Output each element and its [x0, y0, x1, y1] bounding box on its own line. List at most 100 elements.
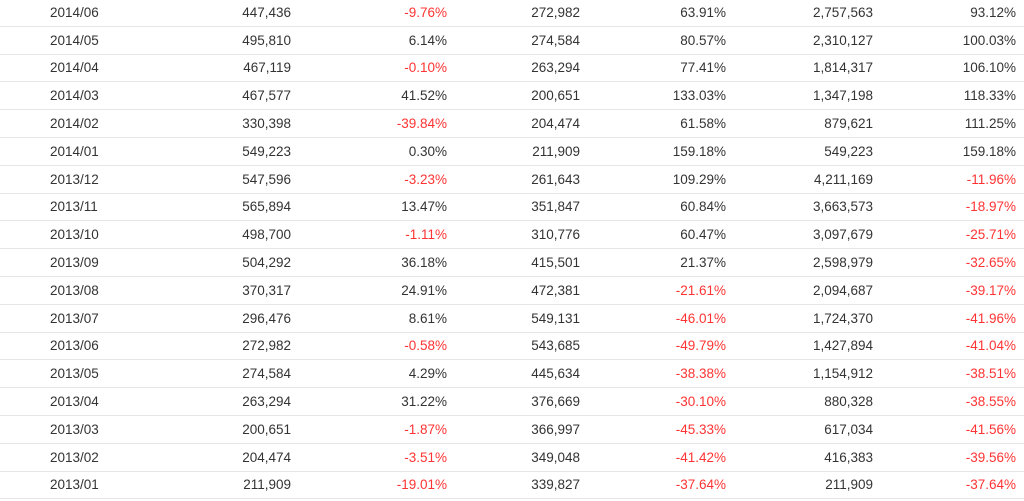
- cumulative-change-cell: -41.96%: [965, 310, 1016, 326]
- prior-value-cell: 366,997: [531, 421, 580, 437]
- value-cell: 211,909: [243, 477, 291, 493]
- prior-change-cell: 133.03%: [672, 88, 726, 104]
- prior-change-cell: 60.84%: [680, 199, 726, 215]
- month-cell: 2013/06: [50, 338, 99, 354]
- prior-change-cell: -21.61%: [675, 282, 726, 298]
- cumulative-change-cell: -38.55%: [965, 394, 1016, 410]
- prior-value-cell: 339,827: [531, 477, 580, 493]
- cumulative-change-cell: 111.25%: [964, 116, 1016, 132]
- prior-change-cell: -49.79%: [675, 338, 726, 354]
- prior-change-cell: -37.64%: [675, 477, 726, 493]
- prior-value-cell: 272,982: [531, 4, 580, 20]
- prior-value-cell: 200,651: [531, 88, 580, 104]
- value-cell: 547,596: [242, 171, 291, 187]
- prior-change-cell: 77.41%: [680, 60, 726, 76]
- prior-change-cell: -46.01%: [675, 310, 726, 326]
- cumulative-cell: 1,154,912: [812, 366, 873, 382]
- prior-value-cell: 549,131: [531, 310, 580, 326]
- prior-change-cell: 60.47%: [680, 227, 726, 243]
- table-row: 2013/08 370,317 24.91% 472,381 -21.61% 2,094,…: [0, 277, 1024, 305]
- table-row: 2014/03 467,577 41.52% 200,651 133.03% 1,347,…: [0, 82, 1024, 111]
- month-cell: 2013/08: [50, 282, 99, 298]
- prior-value-cell: 349,048: [531, 449, 580, 465]
- table-row: 2013/07 296,476 8.61% 549,131 -46.01% 1,724,3…: [0, 305, 1024, 333]
- change-cell: -3.23%: [404, 171, 447, 187]
- table-row: 2013/02 204,474 -3.51% 349,048 -41.42% 416,38…: [0, 444, 1024, 472]
- cumulative-change-cell: -25.71%: [965, 227, 1016, 243]
- month-cell: 2013/12: [50, 171, 99, 187]
- value-cell: 204,474: [242, 449, 291, 465]
- cumulative-change-cell: -32.65%: [965, 255, 1016, 271]
- change-cell: 41.52%: [401, 88, 447, 104]
- cumulative-change-cell: 100.03%: [962, 32, 1016, 48]
- cumulative-cell: 617,034: [824, 421, 873, 437]
- prior-change-cell: 21.37%: [680, 255, 726, 271]
- table-row: 2014/05 495,810 6.14% 274,584 80.57% 2,310,12…: [0, 27, 1024, 55]
- value-cell: 495,810: [242, 32, 291, 48]
- change-cell: -3.51%: [404, 449, 447, 465]
- prior-change-cell: 109.29%: [672, 171, 726, 187]
- change-cell: -39.84%: [396, 116, 447, 132]
- cumulative-change-cell: -18.97%: [965, 199, 1016, 215]
- prior-change-cell: -45.33%: [675, 421, 726, 437]
- table-row: 2014/04 467,119 -0.10% 263,294 77.41% 1,814,3…: [0, 55, 1024, 83]
- value-cell: 330,398: [242, 116, 291, 132]
- table-row: 2013/03 200,651 -1.87% 366,997 -45.33% 617,03…: [0, 416, 1024, 444]
- table-row: 2013/06 272,982 -0.58% 543,685 -49.79% 1,427,…: [0, 333, 1024, 361]
- cumulative-cell: 1,724,370: [812, 310, 873, 326]
- cumulative-cell: 2,094,687: [812, 282, 873, 298]
- value-cell: 272,982: [242, 338, 291, 354]
- change-cell: 8.61%: [408, 310, 447, 326]
- month-cell: 2014/06: [50, 4, 99, 20]
- cumulative-cell: 880,328: [824, 394, 873, 410]
- change-cell: 4.29%: [408, 366, 447, 382]
- table-row: 2014/01 549,223 0.30% 211,909 159.18% 549,223…: [0, 138, 1024, 166]
- value-cell: 504,292: [242, 255, 291, 271]
- table-row: 2013/11 565,894 13.47% 351,847 60.84% 3,663,5…: [0, 194, 1024, 222]
- month-cell: 2013/09: [50, 255, 99, 271]
- change-cell: -0.10%: [404, 60, 447, 76]
- cumulative-cell: 4,211,169: [813, 171, 873, 187]
- value-cell: 370,317: [242, 282, 291, 298]
- change-cell: 36.18%: [401, 255, 447, 271]
- value-cell: 467,119: [243, 60, 291, 76]
- cumulative-cell: 2,598,979: [812, 255, 873, 271]
- prior-change-cell: -41.42%: [675, 449, 726, 465]
- prior-change-cell: 61.58%: [680, 116, 726, 132]
- prior-change-cell: -30.10%: [675, 394, 726, 410]
- prior-value-cell: 310,776: [531, 227, 580, 243]
- prior-value-cell: 261,643: [531, 171, 580, 187]
- table-row: 2013/09 504,292 36.18% 415,501 21.37% 2,598,9…: [0, 249, 1024, 277]
- prior-change-cell: 159.18%: [672, 143, 726, 159]
- change-cell: 31.22%: [401, 394, 447, 410]
- table-row: 2013/10 498,700 -1.11% 310,776 60.47% 3,097,6…: [0, 221, 1024, 250]
- month-cell: 2014/04: [50, 60, 99, 76]
- cumulative-change-cell: -39.17%: [965, 282, 1016, 298]
- prior-change-cell: -38.38%: [675, 366, 726, 382]
- change-cell: -0.58%: [404, 338, 447, 354]
- cumulative-cell: 3,097,679: [812, 227, 873, 243]
- value-cell: 274,584: [242, 366, 291, 382]
- table-row: 2013/05 274,584 4.29% 445,634 -38.38% 1,154,9…: [0, 360, 1024, 389]
- prior-value-cell: 263,294: [531, 60, 580, 76]
- month-cell: 2013/10: [50, 227, 99, 243]
- value-cell: 467,577: [242, 88, 291, 104]
- cumulative-change-cell: -38.51%: [965, 366, 1016, 382]
- cumulative-cell: 1,814,317: [812, 60, 873, 76]
- cumulative-cell: 1,427,894: [812, 338, 873, 354]
- month-cell: 2014/01: [50, 143, 99, 159]
- cumulative-change-cell: -41.04%: [965, 338, 1016, 354]
- value-cell: 549,223: [242, 143, 291, 159]
- change-cell: 6.14%: [408, 32, 447, 48]
- cumulative-change-cell: -11.96%: [966, 171, 1016, 187]
- month-cell: 2013/04: [50, 394, 99, 410]
- table-row: 2014/06 447,436 -9.76% 272,982 63.91% 2,757,5…: [0, 0, 1024, 27]
- table-row: 2014/02 330,398 -39.84% 204,474 61.58% 879,62…: [0, 110, 1024, 138]
- month-cell: 2014/03: [50, 88, 99, 104]
- prior-value-cell: 376,669: [531, 394, 580, 410]
- cumulative-cell: 416,383: [824, 449, 873, 465]
- prior-change-cell: 80.57%: [680, 32, 726, 48]
- value-cell: 296,476: [242, 310, 291, 326]
- change-cell: -19.01%: [396, 477, 447, 493]
